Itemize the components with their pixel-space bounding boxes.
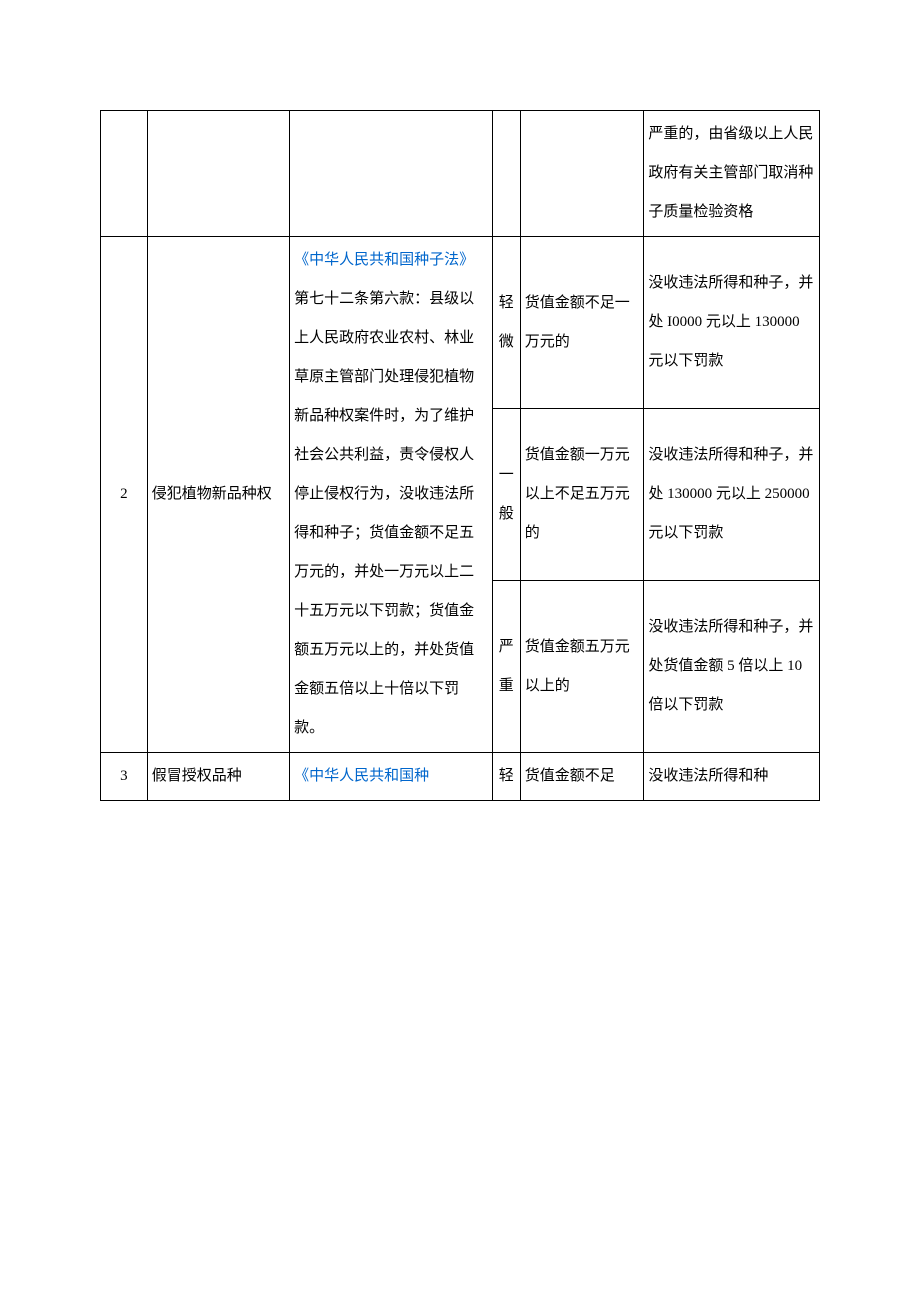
- cell-cond: 货值金额不足: [520, 753, 644, 801]
- cell-cond: 货值金额不足一万元的: [520, 237, 644, 409]
- table-row: 2 侵犯植物新品种权 《中华人民共和国种子法》第七十二条第六款：县级以上人民政府…: [101, 237, 820, 409]
- cell-basis: 《中华人民共和国种: [290, 753, 493, 801]
- table-row: 严重的，由省级以上人民政府有关主管部门取消种子质量检验资格: [101, 111, 820, 237]
- cell-basis: [290, 111, 493, 237]
- cell-penalty: 没收违法所得和种: [644, 753, 820, 801]
- cell-penalty: 没收违法所得和种子，并处 130000 元以上 250000 元以下罚款: [644, 409, 820, 581]
- cell-level: [492, 111, 520, 237]
- cell-num: 2: [101, 237, 148, 753]
- document-page: 严重的，由省级以上人民政府有关主管部门取消种子质量检验资格 2 侵犯植物新品种权…: [0, 0, 920, 881]
- cell-penalty: 没收违法所得和种子，并处货值金额 5 倍以上 10 倍以下罚款: [644, 581, 820, 753]
- cell-level: 一般: [492, 409, 520, 581]
- cell-cond: 货值金额一万元以上不足五万元的: [520, 409, 644, 581]
- cell-name: 假冒授权品种: [147, 753, 289, 801]
- penalty-table: 严重的，由省级以上人民政府有关主管部门取消种子质量检验资格 2 侵犯植物新品种权…: [100, 110, 820, 801]
- cell-basis: 《中华人民共和国种子法》第七十二条第六款：县级以上人民政府农业农村、林业草原主管…: [290, 237, 493, 753]
- cell-level: 严重: [492, 581, 520, 753]
- cell-name: 侵犯植物新品种权: [147, 237, 289, 753]
- law-link: 《中华人民共和国种: [294, 768, 429, 784]
- cell-cond: 货值金额五万元以上的: [520, 581, 644, 753]
- cell-level: 轻: [492, 753, 520, 801]
- cell-num: 3: [101, 753, 148, 801]
- cell-penalty: 没收违法所得和种子，并处 I0000 元以上 130000 元以下罚款: [644, 237, 820, 409]
- basis-rest: 第七十二条第六款：县级以上人民政府农业农村、林业草原主管部门处理侵犯植物新品种权…: [294, 291, 474, 736]
- law-link: 《中华人民共和国种子法》: [294, 252, 474, 268]
- cell-num: [101, 111, 148, 237]
- cell-name: [147, 111, 289, 237]
- cell-level: 轻微: [492, 237, 520, 409]
- table-row: 3 假冒授权品种 《中华人民共和国种 轻 货值金额不足 没收违法所得和种: [101, 753, 820, 801]
- cell-penalty: 严重的，由省级以上人民政府有关主管部门取消种子质量检验资格: [644, 111, 820, 237]
- cell-cond: [520, 111, 644, 237]
